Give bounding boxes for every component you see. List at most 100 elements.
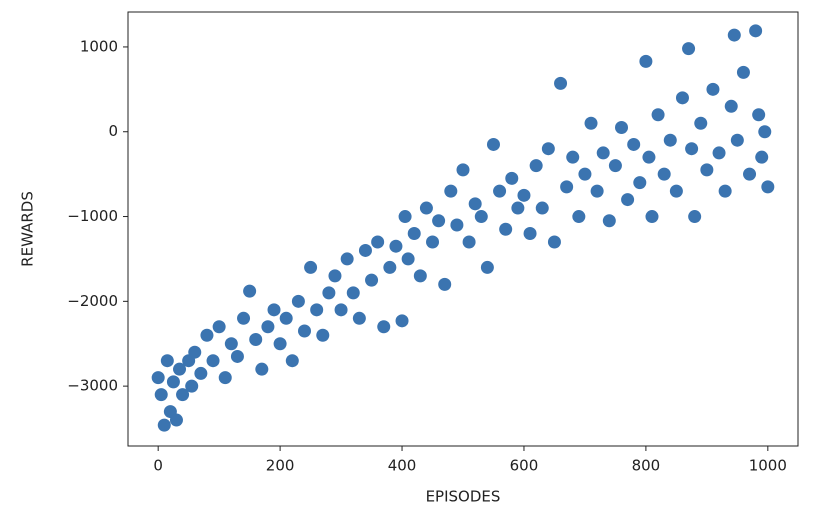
- scatter-point: [755, 150, 769, 164]
- scatter-point: [493, 184, 507, 198]
- scatter-point: [596, 146, 610, 160]
- scatter-point: [462, 235, 476, 249]
- y-tick-label: −3000: [67, 377, 118, 395]
- y-tick-label: 0: [108, 122, 118, 140]
- scatter-point: [700, 163, 714, 177]
- scatter-point: [621, 193, 635, 207]
- scatter-point: [657, 167, 671, 181]
- scatter-point: [352, 311, 366, 325]
- scatter-point: [279, 311, 293, 325]
- scatter-point: [395, 314, 409, 328]
- scatter-point: [743, 167, 757, 181]
- scatter-point: [419, 201, 433, 215]
- scatter-point: [407, 226, 421, 240]
- y-tick-label: −1000: [67, 207, 118, 225]
- scatter-point: [752, 108, 766, 122]
- scatter-point: [154, 388, 168, 402]
- scatter-point: [736, 65, 750, 79]
- scatter-point: [663, 133, 677, 147]
- scatter-point: [273, 337, 287, 351]
- scatter-point: [645, 210, 659, 224]
- scatter-point: [590, 184, 604, 198]
- scatter-point: [480, 260, 494, 274]
- scatter-point: [499, 222, 513, 236]
- scatter-point: [758, 125, 772, 139]
- scatter-point: [517, 188, 531, 202]
- scatter-point: [572, 210, 586, 224]
- x-tick-label: 200: [266, 457, 295, 475]
- scatter-point: [200, 328, 214, 342]
- scatter-point: [468, 197, 482, 211]
- scatter-point: [444, 184, 458, 198]
- scatter-point: [730, 133, 744, 147]
- scatter-point: [505, 171, 519, 185]
- scatter-point: [255, 362, 269, 376]
- scatter-point: [749, 24, 763, 38]
- scatter-point: [615, 120, 629, 134]
- scatter-point: [685, 142, 699, 156]
- scatter-point: [160, 354, 174, 368]
- scatter-point: [669, 184, 683, 198]
- scatter-point: [401, 252, 415, 266]
- scatter-point: [297, 324, 311, 338]
- x-tick-label: 600: [510, 457, 539, 475]
- scatter-point: [249, 332, 263, 346]
- scatter-point: [206, 354, 220, 368]
- scatter-point: [682, 42, 696, 56]
- scatter-point: [639, 54, 653, 68]
- scatter-point: [176, 388, 190, 402]
- scatter-point: [166, 375, 180, 389]
- scatter-point: [328, 269, 342, 283]
- scatter-point: [212, 320, 226, 334]
- scatter-point: [694, 116, 708, 130]
- scatter-point: [535, 201, 549, 215]
- scatter-point: [456, 163, 470, 177]
- scatter-point: [706, 82, 720, 96]
- y-axis-label: REWARDS: [19, 191, 37, 267]
- scatter-point: [169, 413, 183, 427]
- scatter-point: [450, 218, 464, 232]
- scatter-point: [398, 210, 412, 224]
- scatter-point: [365, 273, 379, 287]
- scatter-point: [267, 303, 281, 317]
- scatter-point: [584, 116, 598, 130]
- scatter-point: [761, 180, 775, 194]
- scatter-point: [554, 76, 568, 90]
- scatter-point: [291, 294, 305, 308]
- scatter-point: [173, 362, 187, 376]
- scatter-point: [602, 214, 616, 228]
- scatter-point: [642, 150, 656, 164]
- x-tick-label: 1000: [749, 457, 787, 475]
- scatter-point: [194, 366, 208, 380]
- scatter-point: [304, 260, 318, 274]
- scatter-point: [377, 320, 391, 334]
- scatter-point: [243, 284, 257, 298]
- scatter-point: [334, 303, 348, 317]
- scatter-point: [432, 214, 446, 228]
- scatter-point: [151, 371, 165, 385]
- scatter-point: [474, 210, 488, 224]
- scatter-point: [230, 349, 244, 363]
- scatter-point: [389, 239, 403, 253]
- scatter-point: [511, 201, 525, 215]
- scatter-point: [371, 235, 385, 249]
- scatter-point: [316, 328, 330, 342]
- scatter-point: [157, 418, 171, 432]
- scatter-point: [261, 320, 275, 334]
- scatter-point: [310, 303, 324, 317]
- scatter-point: [383, 260, 397, 274]
- scatter-point: [224, 337, 238, 351]
- scatter-point: [346, 286, 360, 300]
- scatter-point: [718, 184, 732, 198]
- scatter-point: [185, 379, 199, 393]
- x-tick-label: 800: [632, 457, 661, 475]
- scatter-point: [547, 235, 561, 249]
- scatter-point: [608, 159, 622, 173]
- scatter-point: [188, 345, 202, 359]
- scatter-point: [633, 176, 647, 190]
- scatter-point: [688, 210, 702, 224]
- scatter-point: [285, 354, 299, 368]
- y-tick-label: 1000: [80, 37, 118, 55]
